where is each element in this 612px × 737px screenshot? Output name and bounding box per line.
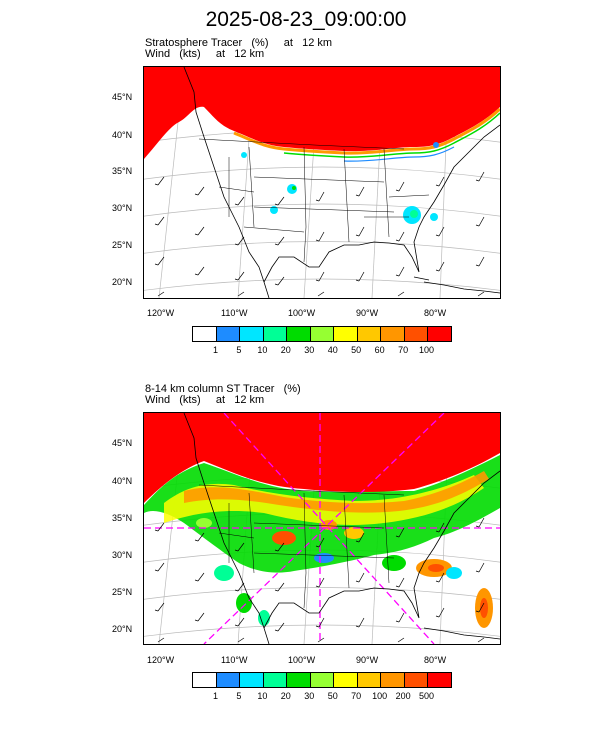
panel1-lat-label: 20°N xyxy=(112,277,133,287)
panel2-lat-label: 20°N xyxy=(112,624,133,634)
panel1-colorbar-label: 40 xyxy=(327,345,338,355)
panel2-colorbar xyxy=(192,672,452,688)
panel2-lat-label: 40°N xyxy=(112,476,133,486)
main-title: 2025-08-23_09:00:00 xyxy=(205,8,407,31)
panel2-lon-label: 100°W xyxy=(288,655,316,665)
panel2-lon-label: 80°W xyxy=(424,655,447,665)
panel2-colorbar-label: 30 xyxy=(304,691,315,701)
panel2-lon-label: 110°W xyxy=(221,655,248,665)
panel2-colorbar-swatch xyxy=(380,673,404,687)
panel1-colorbar-label: 20 xyxy=(280,345,291,355)
panel2-colorbar-label: 5 xyxy=(236,691,242,701)
panel1-colorbar-label: 30 xyxy=(304,345,315,355)
panel1-colorbar-label: 50 xyxy=(351,345,362,355)
panel2-colorbar-label: 100 xyxy=(372,691,388,701)
panel2-colorbar-label: 10 xyxy=(257,691,268,701)
panel2-tracer-orange-region xyxy=(184,471,489,513)
panel1-label-line1: Stratosphere Tracer (%) at 12 km xyxy=(145,37,333,49)
panel1-lat-label: 45°N xyxy=(112,92,133,102)
panel2-coastline xyxy=(183,413,500,644)
panel1-tracer-patches xyxy=(241,142,439,224)
panel2-colorbar-swatch xyxy=(239,673,263,687)
panel1-colorbar-swatch xyxy=(309,327,334,341)
panel1-lon-label: 90°W xyxy=(356,308,379,318)
panel1-colorbar-swatch xyxy=(380,327,404,341)
panel1-map xyxy=(143,66,501,299)
panel1-colorbar-swatch xyxy=(262,327,287,341)
panel2-colorbar-swatch xyxy=(309,673,334,687)
panel2-colorbar-swatch xyxy=(333,673,357,687)
panel1-colorbar-label: 100 xyxy=(419,345,435,355)
panel2-colorbar-swatch xyxy=(262,673,287,687)
panel2-lon-label: 120°W xyxy=(147,655,175,665)
panel1-lon-label: 100°W xyxy=(288,308,316,318)
panel2-lat-label: 30°N xyxy=(112,550,133,560)
panel1-lat-label: 35°N xyxy=(112,166,133,176)
panel1-colorbar-swatch xyxy=(427,327,452,341)
panel1-lat-label: 30°N xyxy=(112,203,133,213)
panel2-colorbar-label: 1 xyxy=(212,691,218,701)
panel2-lon-label: 90°W xyxy=(356,655,379,665)
panel2-colorbar-swatch xyxy=(427,673,452,687)
panel1-coastline xyxy=(183,67,500,298)
panel2-colorbar-label: 70 xyxy=(351,691,362,701)
panel2-colorbar-label: 200 xyxy=(395,691,411,701)
panel2-map xyxy=(143,412,501,645)
panel1-colorbar-label: 1 xyxy=(212,345,218,355)
panel1-colorbar-swatch xyxy=(215,327,240,341)
panel2-lat-label: 35°N xyxy=(112,513,133,523)
panel1-colorbar-swatch xyxy=(356,327,381,341)
panel1-tracer-orange-band xyxy=(233,107,500,155)
panel2-colorbar-swatch xyxy=(215,673,240,687)
panel1-colorbar-label: 60 xyxy=(374,345,385,355)
panel1-state-borders xyxy=(198,138,430,263)
panel1-lon-label: 110°W xyxy=(221,308,248,318)
panel1-colorbar-swatch xyxy=(403,327,428,341)
panel2-lat-label: 25°N xyxy=(112,587,133,597)
panel1-colorbar-swatch xyxy=(333,327,357,341)
panel2-colorbar-labels: 1 5 10 20 30 50 70 100 200 500 xyxy=(192,691,450,703)
panel2-lat-label: 45°N xyxy=(112,438,133,448)
panel2-colorbar-swatch xyxy=(193,673,216,687)
panel1-colorbar-swatch xyxy=(286,327,310,341)
panel2-dashed-reference-lines xyxy=(144,413,500,644)
panel1-tracer-green-band xyxy=(283,112,500,158)
panel1-lat-label: 40°N xyxy=(112,130,133,140)
panel2-colorbar-label: 500 xyxy=(419,691,435,701)
panel2-state-borders xyxy=(198,484,405,609)
panel2-colorbar-swatch xyxy=(403,673,428,687)
panel2-colorbar-swatch xyxy=(286,673,310,687)
panel1-colorbar-labels: 1 5 10 20 30 40 50 60 70 100 xyxy=(192,345,450,357)
panel1-lat-label: 25°N xyxy=(112,240,133,250)
panel1-wind-barbs xyxy=(154,171,485,297)
panel1-lon-label: 120°W xyxy=(147,308,175,318)
panel2-colorbar-label: 50 xyxy=(327,691,338,701)
panel2-colorbar-swatch xyxy=(356,673,381,687)
panel2-colorbar-label: 20 xyxy=(280,691,291,701)
panel1-colorbar-label: 10 xyxy=(257,345,268,355)
panel1-tracer-blue-band xyxy=(343,146,455,162)
panel1-colorbar xyxy=(192,326,452,342)
panel2-wind-barbs xyxy=(154,517,485,643)
panel1-colorbar-label: 5 xyxy=(236,345,242,355)
panel1-colorbar-swatch xyxy=(193,327,216,341)
panel1-lon-label: 80°W xyxy=(424,308,447,318)
panel2-label-line1: 8-14 km column ST Tracer (%) xyxy=(145,383,301,395)
panel1-label-line2: Wind (kts) at 12 km xyxy=(145,48,265,60)
panel1-tracer-red-region xyxy=(144,67,500,159)
panel2-label-line2: Wind (kts) at 12 km xyxy=(145,394,265,406)
panel1-colorbar-swatch xyxy=(239,327,263,341)
panel1-colorbar-label: 70 xyxy=(398,345,409,355)
panel2-tracer-red-region xyxy=(144,413,500,503)
